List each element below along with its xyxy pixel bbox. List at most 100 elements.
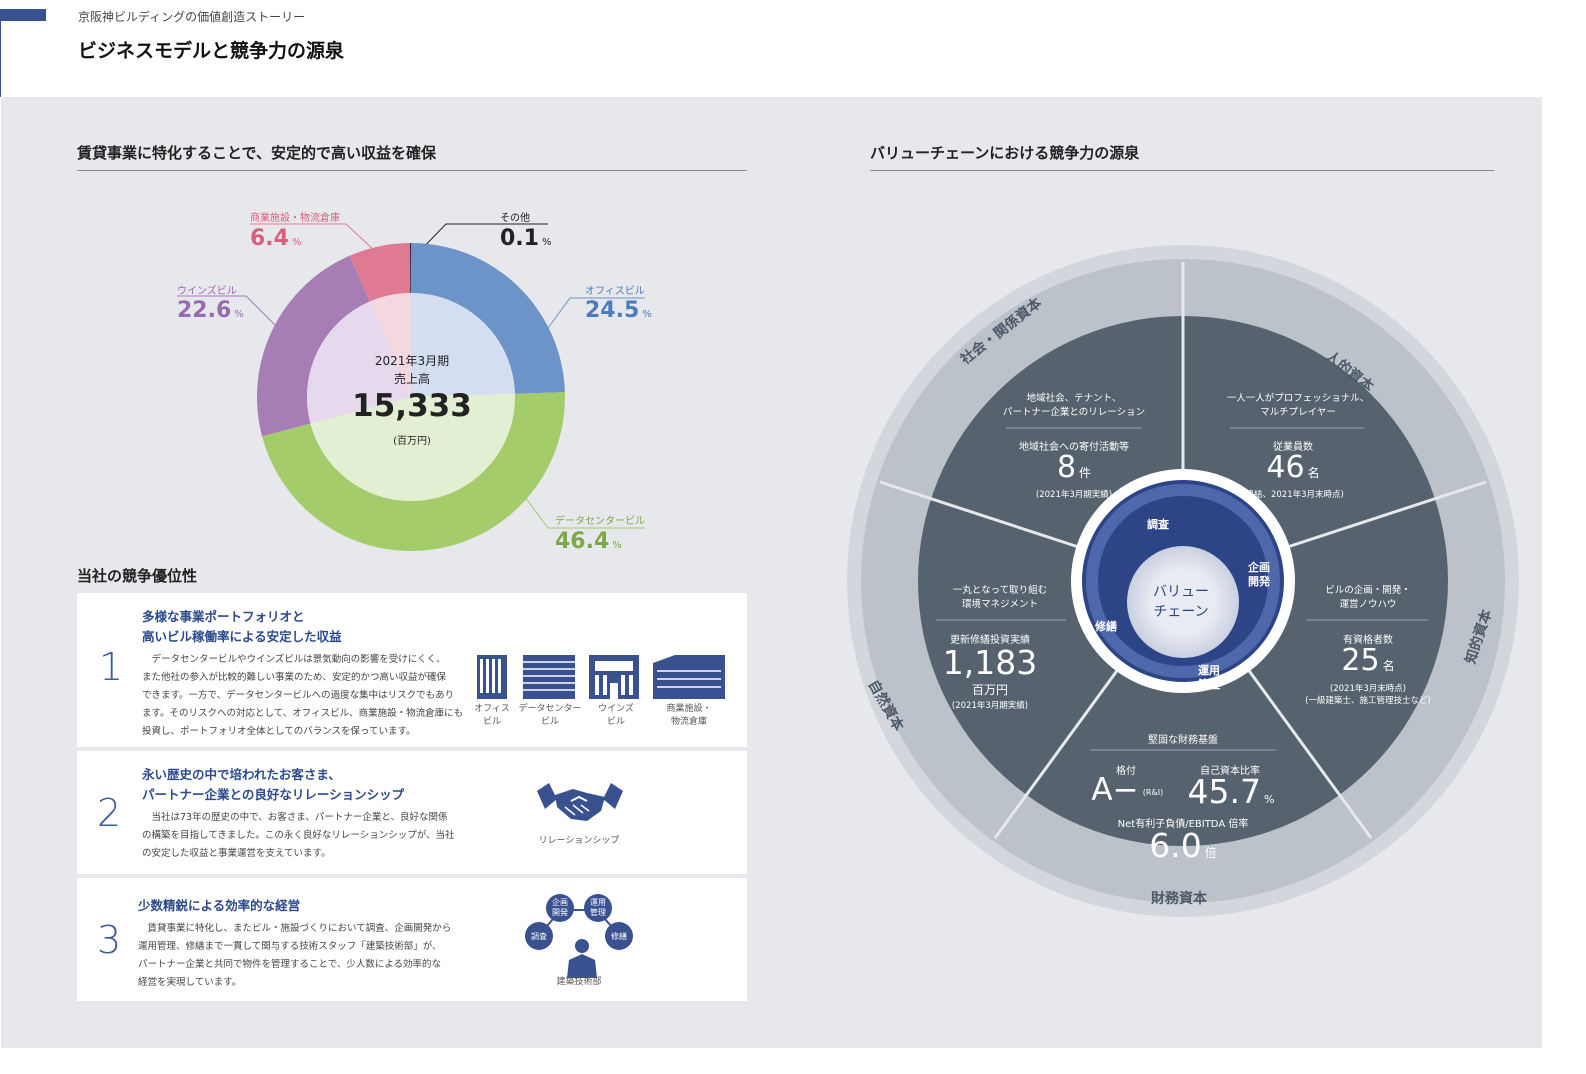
header-accent-line <box>0 21 1 97</box>
slice-office <box>411 243 565 394</box>
intellectual-kpi-note-detail: (一級建築士、施工管理技士など) <box>1305 696 1431 706</box>
intellectual-kpi-label: 有資格者数 <box>1343 635 1393 646</box>
bubble-planning: 企画 開発 <box>552 898 568 917</box>
leader-datacenter <box>521 492 645 529</box>
icon-caption-engineering: 建築技術部 <box>556 977 602 987</box>
icon-caption-office: オフィス ビル <box>474 704 510 727</box>
wheel-dividers <box>879 262 1487 839</box>
ebitda-value: 6.0 倍 <box>1149 826 1217 865</box>
leader-office <box>547 297 645 329</box>
vc-step-repair: 修繕 <box>1095 620 1117 633</box>
advantage-card-2: 2 永い歴史の中で培われたお客さま、 パートナー企業との良好なリレーションシップ … <box>77 751 747 874</box>
section-divider <box>77 170 747 171</box>
slice-winds <box>256 255 370 437</box>
rating-value: A− <box>1091 772 1139 808</box>
team-diagram-icon <box>525 894 633 978</box>
pct-commercial: 6.4% <box>250 226 302 251</box>
label-financial-capital: 財務資本 <box>1151 891 1207 907</box>
slice-office-inner <box>411 293 515 397</box>
human-kpi-value: 46 名 <box>1266 450 1320 485</box>
natural-kpi-unit: 百万円 <box>971 683 1008 697</box>
intellectual-kpi-note: (2021年3月末時点) <box>1329 684 1407 694</box>
section-divider <box>870 170 1494 171</box>
intellectual-kpi-value: 25 名 <box>1341 643 1395 678</box>
label-other: その他 <box>500 213 530 224</box>
value-chain-core <box>1127 546 1239 658</box>
equity-ratio-label: 自己資本比率 <box>1200 766 1260 777</box>
card-body: データセンタービルやウインズビルは景気動向の影響を受けにくく、 また他社の参入が比… <box>142 654 464 737</box>
card-title: 多様な事業ポートフォリオと 高いビル稼働率による安定した収益 <box>142 609 342 644</box>
datacenter-building-icon <box>523 655 575 699</box>
human-kpi-note: (連結、2021年3月末時点) <box>1242 490 1344 500</box>
slice-datacenter <box>262 392 565 552</box>
social-kpi-note: (2021年3月期実績) <box>1035 490 1113 500</box>
donut-label: 売上高 <box>393 372 430 386</box>
slice-commercial-inner <box>369 293 411 397</box>
rating-source: (R&I) <box>1142 788 1164 797</box>
donut-unit: (百万円) <box>393 436 431 447</box>
leader-winds <box>177 295 277 327</box>
handshake-icon <box>537 783 623 821</box>
revenue-donut-chart <box>177 223 645 552</box>
natural-kpi-note: (2021年3月期実績) <box>951 701 1029 711</box>
donut-total: 15,333 <box>352 388 472 424</box>
natural-description: 一丸となって取り組む 環境マネジメント <box>952 585 1048 610</box>
card-number: 3 <box>97 918 122 962</box>
vc-center-label: バリュー チェーン <box>1153 584 1209 620</box>
wheel-text-rules <box>936 427 1428 751</box>
pct-office: 24.5% <box>585 298 652 323</box>
social-description: 地域社会、テナント、 パートナー企業とのリレーション <box>1002 393 1146 418</box>
slice-other <box>410 243 411 294</box>
building-icons <box>477 655 725 699</box>
label-commercial: 商業施設・物流倉庫 <box>250 213 340 224</box>
office-building-icon <box>477 655 507 699</box>
card-title: 永い歴史の中で培われたお客さま、 パートナー企業との良好なリレーションシップ <box>142 767 405 802</box>
icon-caption-relationship: リレーションシップ <box>538 836 620 846</box>
label-datacenter: データセンタービル <box>555 516 645 527</box>
label-winds: ウインズビル <box>177 286 237 297</box>
slice-other-inner <box>410 293 411 397</box>
intellectual-description: ビルの企画・開発・ 運営ノウハウ <box>1325 585 1411 610</box>
label-office: オフィスビル <box>585 286 645 297</box>
slice-datacenter-inner <box>310 393 515 502</box>
warehouse-building-icon <box>653 655 725 699</box>
bubble-repair: 修繕 <box>611 932 627 941</box>
pct-other: 0.1% <box>500 226 552 251</box>
card-title: 少数精鋭による効率的な経営 <box>138 898 301 913</box>
equity-ratio-value: 45.7% <box>1187 772 1275 811</box>
slice-winds-inner <box>306 301 411 424</box>
winds-building-icon <box>589 655 639 699</box>
icon-caption-datacenter: データセンター ビル <box>518 704 582 727</box>
vc-step-planning: 企画 開発 <box>1248 561 1270 588</box>
section-title-revenue: 賃貸事業に特化することで、安定的で高い収益を確保 <box>77 144 436 162</box>
bubble-survey: 調査 <box>531 932 547 941</box>
icon-caption-warehouse: 商業施設・ 物流倉庫 <box>666 704 712 727</box>
page-title: ビジネスモデルと競争力の源泉 <box>78 40 345 62</box>
card-body: 賃貸事業に特化し、またビル・施設づくりにおいて調査、企画開発から 運用管理、修繕ま… <box>138 923 452 988</box>
vc-step-survey: 調査 <box>1147 518 1169 531</box>
card-number: 2 <box>97 791 122 835</box>
ebitda-label: Net有利子負債/EBITDA 倍率 <box>1117 819 1249 830</box>
header-accent-bar <box>0 9 46 21</box>
rating-label: 格付 <box>1116 766 1136 777</box>
pct-winds: 22.6% <box>177 298 244 323</box>
natural-kpi-label: 更新修繕投資実績 <box>950 635 1030 646</box>
natural-kpi-value: 1,183 <box>942 643 1038 682</box>
section-title-value-chain: バリューチェーンにおける競争力の源泉 <box>870 144 1140 162</box>
icon-caption-winds: ウインズ ビル <box>598 704 634 727</box>
bubble-operation: 運用 管理 <box>590 898 606 917</box>
pct-datacenter: 46.4% <box>555 529 622 554</box>
leader-commercial <box>250 223 377 253</box>
advantage-card-3: 3 少数精鋭による効率的な経営 賃貸事業に特化し、またビル・施設づくりにおいて調… <box>77 878 747 1001</box>
slice-commercial <box>349 243 411 302</box>
social-kpi-label: 地域社会への寄付活動等 <box>1019 442 1129 453</box>
donut-period: 2021年3月期 <box>374 354 450 368</box>
section-title-advantage: 当社の競争優位性 <box>77 567 198 585</box>
financial-title: 堅固な財務基盤 <box>1148 735 1218 746</box>
human-description: 一人一人がプロフェッショナル、 マルチプレイヤー <box>1226 393 1370 418</box>
human-kpi-label: 従業員数 <box>1273 442 1313 453</box>
breadcrumb: 京阪神ビルディングの価値創造ストーリー <box>78 10 306 24</box>
vc-step-operation: 運用 管理 <box>1198 664 1220 691</box>
